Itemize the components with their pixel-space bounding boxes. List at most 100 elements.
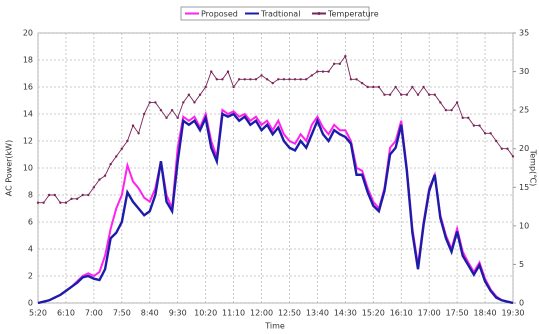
- y2-tick-label: 0: [519, 299, 524, 308]
- temp-marker: [495, 139, 498, 143]
- temp-marker: [243, 78, 246, 81]
- y2-tick-label: 30: [519, 67, 529, 76]
- temp-marker: [366, 85, 369, 89]
- temp-marker: [400, 93, 403, 96]
- temp-marker: [120, 147, 124, 150]
- legend-label: Temperature: [327, 10, 379, 19]
- y2-tick-label: 5: [519, 260, 524, 269]
- temp-marker: [187, 93, 191, 96]
- temp-marker: [338, 62, 341, 66]
- temp-marker: [215, 78, 219, 81]
- y2-axis-label: Temp(℃): [529, 149, 538, 187]
- temp-marker: [277, 78, 280, 81]
- temp-marker: [59, 201, 62, 204]
- series-line: [37, 112, 514, 305]
- temp-marker: [70, 197, 73, 201]
- temp-marker: [455, 101, 459, 104]
- x-tick-label: 17:00: [418, 309, 441, 318]
- temp-marker: [260, 74, 263, 77]
- x-tick-label: 14:30: [334, 309, 357, 318]
- x-tick-label: 10:20: [194, 309, 217, 318]
- temp-marker: [450, 108, 453, 112]
- y-tick-label: 8: [28, 191, 33, 200]
- temp-marker: [411, 85, 414, 89]
- temp-marker: [332, 62, 336, 66]
- temp-marker: [159, 108, 163, 112]
- legend-marker: [317, 12, 321, 15]
- temp-marker: [478, 124, 481, 127]
- x-tick-label: 11:10: [222, 309, 245, 318]
- y2-tick-label: 15: [519, 183, 529, 192]
- temp-marker: [416, 93, 420, 96]
- temp-marker: [483, 132, 487, 135]
- temp-marker: [467, 116, 470, 120]
- temp-marker: [75, 197, 79, 201]
- temp-marker: [47, 193, 51, 197]
- y-tick-label: 2: [28, 272, 33, 281]
- x-tick-label: 9:30: [169, 309, 187, 318]
- temp-marker: [204, 85, 207, 89]
- temp-marker: [92, 186, 96, 189]
- temp-marker: [439, 101, 442, 104]
- y2-tick-label: 25: [519, 106, 529, 115]
- temp-marker: [265, 78, 269, 81]
- temp-marker: [500, 147, 504, 150]
- temp-marker: [137, 132, 140, 135]
- x-tick-label: 15:20: [362, 309, 385, 318]
- x-tick-label: 12:50: [278, 309, 301, 318]
- series-line: [37, 108, 514, 304]
- temp-marker: [377, 85, 381, 89]
- temp-marker: [254, 78, 258, 81]
- temp-marker: [237, 78, 241, 81]
- temp-marker: [288, 78, 291, 81]
- temp-marker: [355, 78, 358, 81]
- temp-marker: [299, 78, 302, 81]
- temp-marker: [427, 93, 431, 96]
- temp-marker: [87, 193, 90, 197]
- temp-marker: [383, 93, 386, 96]
- x-tick-label: 8:40: [141, 309, 159, 318]
- y-tick-label: 6: [28, 218, 33, 227]
- temp-marker: [103, 174, 107, 177]
- temp-marker: [42, 201, 45, 204]
- temp-marker: [444, 108, 448, 112]
- temp-marker: [36, 201, 40, 204]
- y-tick-label: 4: [28, 245, 33, 254]
- temp-marker: [372, 85, 375, 89]
- temp-marker: [282, 78, 286, 81]
- x-tick-label: 7:50: [113, 309, 131, 318]
- temp-marker: [344, 54, 347, 58]
- temp-marker: [461, 116, 464, 120]
- y-axis-label: AC Power(kW): [5, 140, 14, 196]
- temp-marker: [422, 85, 425, 89]
- temp-marker: [176, 116, 179, 120]
- x-tick-label: 18:40: [474, 309, 497, 318]
- temp-marker: [98, 178, 101, 181]
- temp-marker: [221, 78, 224, 81]
- temp-marker: [506, 147, 509, 150]
- temp-marker: [360, 81, 364, 85]
- x-tick-label: 6:10: [57, 309, 75, 318]
- y-tick-label: 16: [23, 83, 33, 92]
- temp-marker: [131, 124, 135, 127]
- temp-marker: [182, 101, 185, 104]
- x-tick-label: 19:30: [501, 309, 524, 318]
- temp-marker: [193, 101, 196, 104]
- temp-marker: [198, 93, 202, 96]
- temp-marker: [170, 108, 174, 112]
- y-tick-label: 20: [23, 29, 33, 38]
- temp-marker: [489, 132, 492, 135]
- y2-tick-label: 35: [519, 29, 529, 38]
- temp-marker: [249, 78, 252, 81]
- x-tick-label: 16:10: [390, 309, 413, 318]
- temp-marker: [210, 70, 213, 73]
- temp-marker: [126, 139, 129, 143]
- temp-marker: [316, 70, 319, 73]
- temp-marker: [154, 101, 157, 104]
- temp-marker: [148, 101, 151, 104]
- y-tick-label: 10: [23, 164, 33, 173]
- legend-box: [180, 6, 370, 21]
- x-tick-label: 5:20: [29, 309, 47, 318]
- temp-marker: [293, 78, 297, 81]
- temp-marker: [388, 93, 392, 96]
